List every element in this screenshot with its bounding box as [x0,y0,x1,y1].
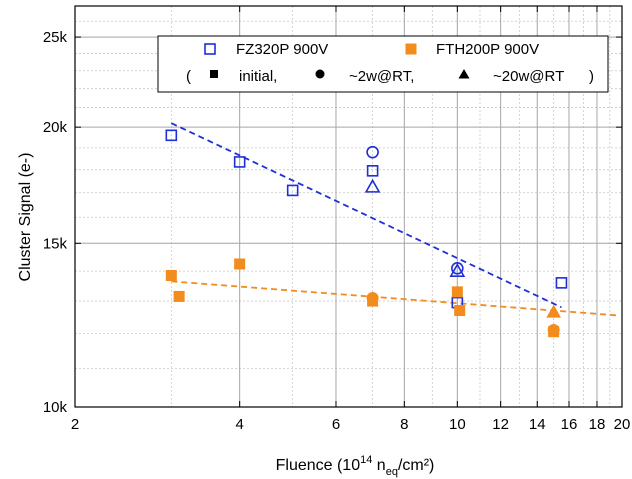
point-fz320p-900v-triangle [449,263,466,277]
point-fz320p-900v-square [286,184,299,197]
plot-frame [74,5,623,408]
legend-marker-fth200p [405,43,417,55]
point-fth200p-900v-square [548,326,560,338]
point-fz320p-900v-square [366,165,379,177]
point-fz320p-900v-triangle [364,178,381,193]
x-tick-label: 12 [492,416,509,433]
point-fz320p-900v-circle [451,261,464,275]
legend-key-square-marker [210,70,218,78]
point-fth200p-900v-square [367,295,379,307]
x-axis-title: Fluence (1014 neq/cm²) [276,454,435,478]
data-points [165,129,568,338]
point-fth200p-900v-triangle [546,304,562,318]
x-axis-ticks: 2 4 6 8 10 12 14 16 18 20 [71,6,631,433]
legend-marker-fz320p [204,43,216,55]
point-fth200p-900v-square [234,258,246,270]
x-tick-label: 18 [589,416,606,433]
x-tick-label: 20 [614,416,631,433]
point-fth200p-900v-square [454,305,466,317]
point-fth200p-900v-square [173,290,185,302]
legend: FZ320P 900V FTH200P 900V ( initial, ~2w@… [157,35,609,93]
legend-key-2w: ~2w@RT, [349,68,414,85]
x-tick-label: 16 [561,416,578,433]
point-fz320p-900v-square [555,277,568,289]
x-tick-label: 10 [449,416,466,433]
legend-label-fz320p: FZ320P 900V [236,41,328,58]
point-fth200p-900v-square [451,286,463,298]
legend-key-circle-marker [315,69,325,79]
legend-key-20w: ~20w@RT [493,68,564,85]
fit-line-fth200p-900v [171,280,617,317]
x-tick-label: 8 [400,416,408,433]
x-tick-label: 4 [235,416,243,433]
y-tick-label: 10k [43,399,68,416]
x-tick-label: 6 [332,416,340,433]
legend-key-initial: initial, [239,68,277,85]
point-fz320p-900v-square [233,156,246,168]
y-axis-ticks: 10k 15k 20k 25k [43,29,622,416]
legend-label-fth200p: FTH200P 900V [436,41,539,58]
legend-close-paren: ) [589,68,594,85]
y-tick-label: 20k [43,119,68,136]
point-fz320p-900v-circle [366,145,379,159]
y-tick-label: 15k [43,235,68,252]
legend-box [157,35,609,93]
x-tick-label: 2 [71,416,79,433]
y-tick-label: 25k [43,29,68,46]
y-axis-title: Cluster Signal (e-) [17,153,34,282]
point-fz320p-900v-square [165,129,178,142]
x-tick-label: 14 [529,416,546,433]
legend-key-triangle-marker [458,69,470,79]
point-fth200p-900v-square [165,270,177,282]
fit-line-fz320p-900v [170,122,562,309]
fit-lines [170,122,617,317]
legend-open-paren: ( [186,68,191,85]
